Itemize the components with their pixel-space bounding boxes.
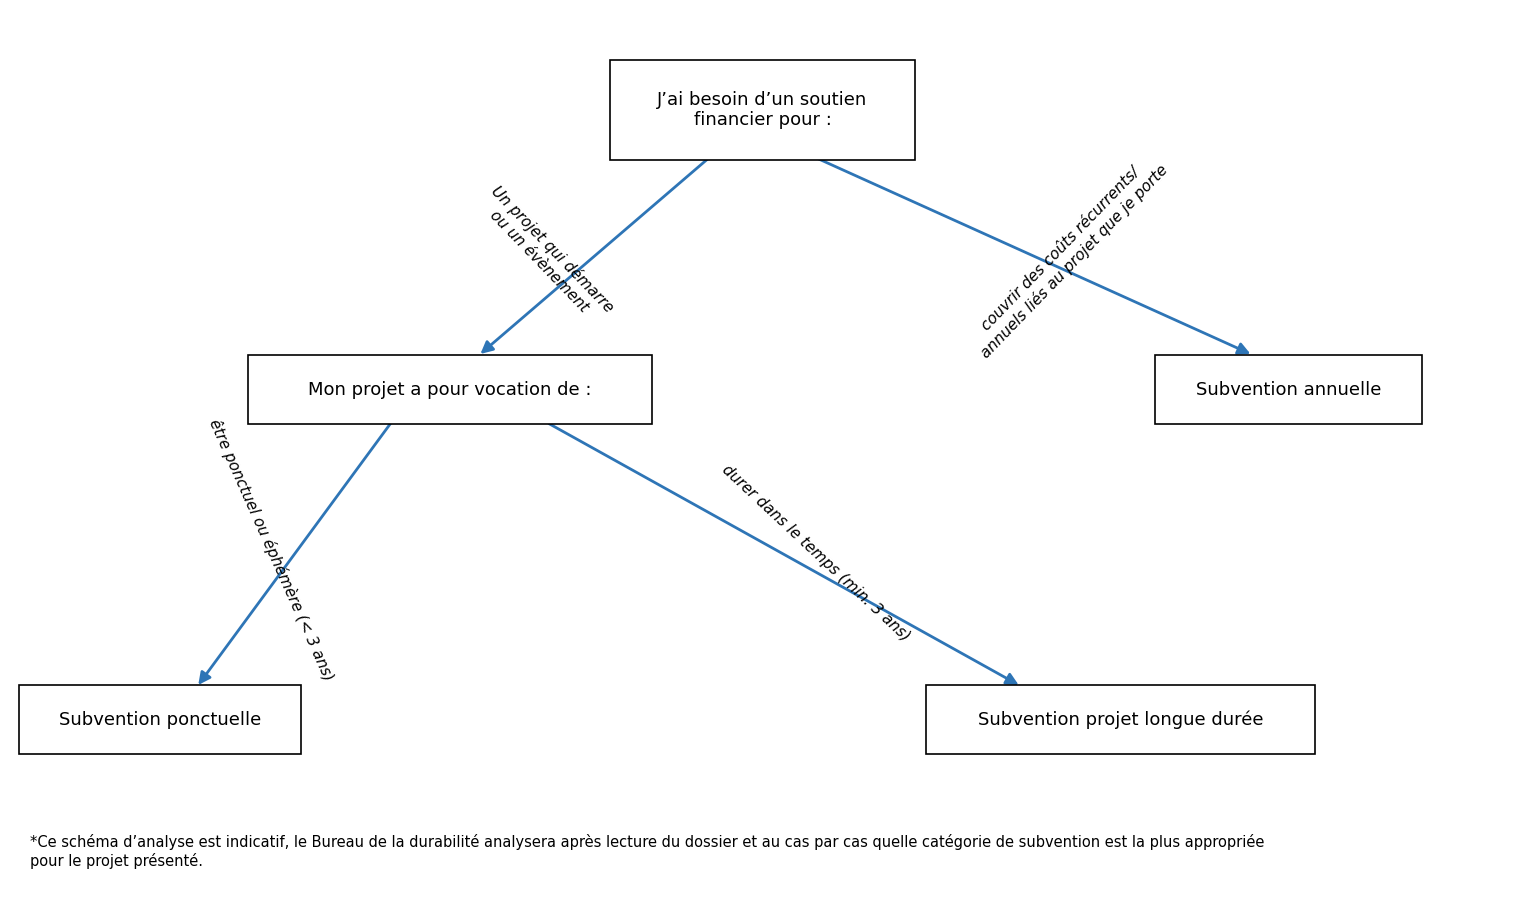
FancyBboxPatch shape (926, 686, 1315, 754)
FancyBboxPatch shape (18, 686, 302, 754)
Text: couvrir des coûts récurrents/
annuels liés au projet que je porte: couvrir des coûts récurrents/ annuels li… (964, 149, 1171, 360)
Text: être ponctuel ou éphémère (< 3 ans): être ponctuel ou éphémère (< 3 ans) (206, 417, 337, 683)
Text: *Ce schéma d’analyse est indicatif, le Bureau de la durabilité analysera après l: *Ce schéma d’analyse est indicatif, le B… (30, 834, 1264, 869)
Text: Un projet qui démarre
ou un évènement: Un projet qui démarre ou un évènement (476, 182, 616, 327)
FancyBboxPatch shape (610, 60, 915, 160)
Text: J’ai besoin d’un soutien
financier pour :: J’ai besoin d’un soutien financier pour … (657, 91, 868, 129)
Text: durer dans le temps (min. 3 ans): durer dans le temps (min. 3 ans) (718, 462, 913, 644)
FancyBboxPatch shape (1156, 356, 1421, 424)
FancyBboxPatch shape (247, 356, 653, 424)
Text: Mon projet a pour vocation de :: Mon projet a pour vocation de : (308, 381, 592, 399)
Text: Subvention projet longue durée: Subvention projet longue durée (978, 711, 1264, 729)
Text: Subvention annuelle: Subvention annuelle (1196, 381, 1382, 399)
Text: Subvention ponctuelle: Subvention ponctuelle (59, 711, 261, 729)
